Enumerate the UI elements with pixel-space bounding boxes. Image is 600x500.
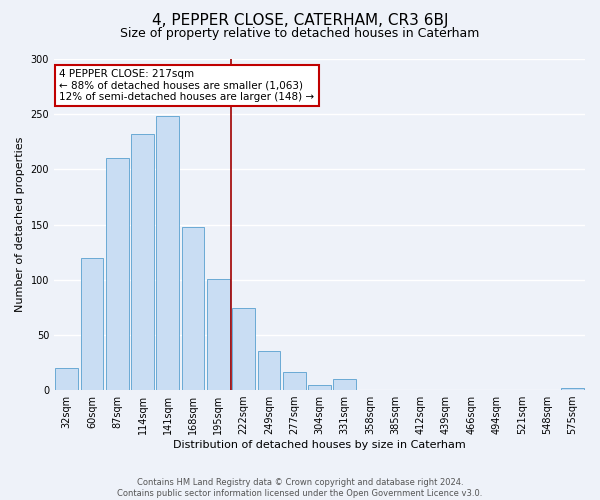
Bar — [308, 384, 331, 390]
Bar — [55, 368, 78, 390]
Bar — [232, 308, 255, 390]
Bar — [561, 388, 584, 390]
Bar — [257, 352, 280, 390]
Bar — [334, 379, 356, 390]
Text: Contains HM Land Registry data © Crown copyright and database right 2024.
Contai: Contains HM Land Registry data © Crown c… — [118, 478, 482, 498]
Text: 4, PEPPER CLOSE, CATERHAM, CR3 6BJ: 4, PEPPER CLOSE, CATERHAM, CR3 6BJ — [152, 12, 448, 28]
Bar — [80, 258, 103, 390]
Bar — [131, 134, 154, 390]
X-axis label: Distribution of detached houses by size in Caterham: Distribution of detached houses by size … — [173, 440, 466, 450]
Text: Size of property relative to detached houses in Caterham: Size of property relative to detached ho… — [121, 28, 479, 40]
Y-axis label: Number of detached properties: Number of detached properties — [15, 137, 25, 312]
Bar — [106, 158, 128, 390]
Bar — [182, 226, 205, 390]
Bar — [157, 116, 179, 390]
Bar — [207, 278, 230, 390]
Text: 4 PEPPER CLOSE: 217sqm
← 88% of detached houses are smaller (1,063)
12% of semi-: 4 PEPPER CLOSE: 217sqm ← 88% of detached… — [59, 69, 314, 102]
Bar — [283, 372, 305, 390]
